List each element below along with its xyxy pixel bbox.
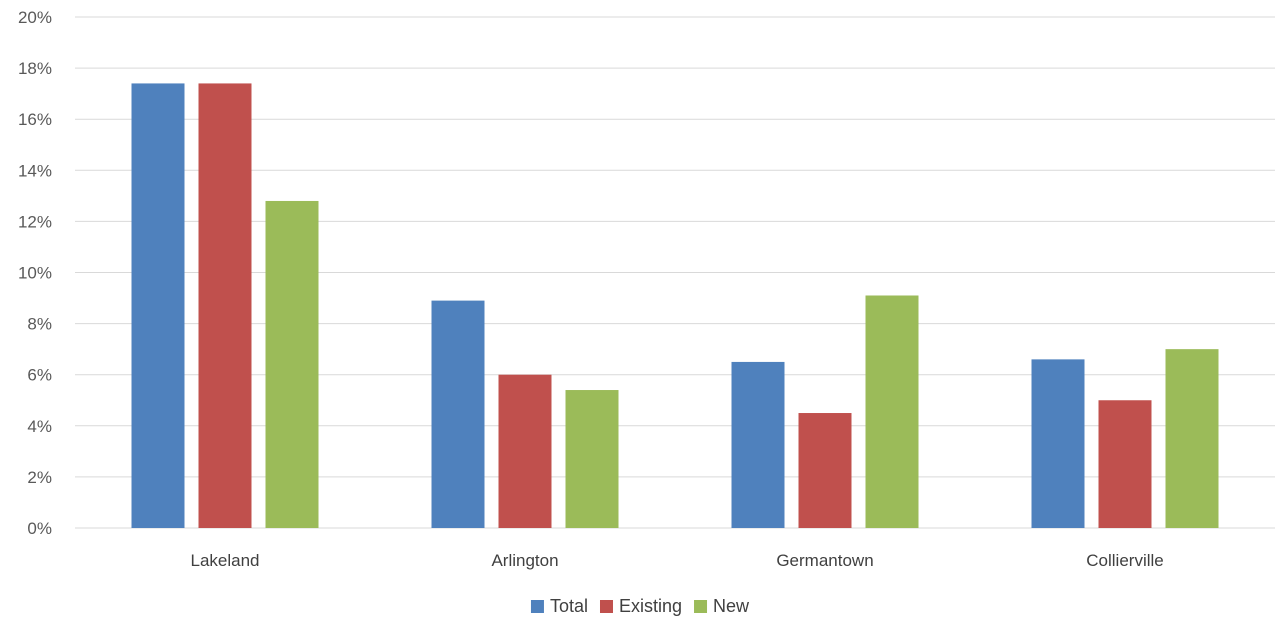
legend-label-existing: Existing	[619, 596, 682, 616]
y-tick-label: 10%	[18, 264, 52, 283]
legend: Total Existing New	[530, 596, 750, 616]
y-tick-label: 16%	[18, 110, 52, 129]
y-tick-label: 18%	[18, 59, 52, 78]
y-axis: 0% 2% 4% 6% 8% 10% 12% 14% 16% 18% 20%	[18, 8, 52, 538]
bar-existing-collierville	[1098, 400, 1152, 528]
x-tick-label: Lakeland	[190, 551, 259, 570]
x-axis: Lakeland Arlington Germantown Collierville	[190, 551, 1163, 570]
bars	[131, 83, 1219, 529]
bar-total-arlington	[431, 300, 485, 528]
bar-new-lakeland	[265, 200, 319, 528]
bar-new-germantown	[865, 295, 919, 528]
legend-label-new: New	[713, 596, 750, 616]
y-tick-label: 14%	[18, 161, 52, 180]
y-tick-label: 0%	[27, 519, 52, 538]
y-tick-label: 2%	[27, 468, 52, 487]
gridlines	[75, 16, 1275, 529]
legend-label-total: Total	[550, 596, 588, 616]
bar-existing-arlington	[498, 374, 552, 528]
bar-total-germantown	[731, 361, 785, 528]
legend-swatch-new	[694, 600, 708, 613]
y-tick-label: 8%	[27, 315, 52, 334]
x-tick-label: Arlington	[491, 551, 558, 570]
legend-swatch-existing	[599, 600, 613, 613]
bar-total-collierville	[1031, 359, 1085, 528]
x-tick-label: Collierville	[1086, 551, 1163, 570]
bar-new-arlington	[565, 390, 619, 528]
y-tick-label: 12%	[18, 212, 52, 231]
bar-existing-germantown	[798, 413, 852, 528]
y-tick-label: 6%	[27, 366, 52, 385]
legend-swatch-total	[530, 600, 544, 613]
x-tick-label: Germantown	[776, 551, 873, 570]
y-tick-label: 4%	[27, 417, 52, 436]
y-tick-label: 20%	[18, 8, 52, 27]
bar-total-lakeland	[131, 83, 185, 529]
bar-new-collierville	[1165, 349, 1219, 528]
bar-existing-lakeland	[198, 83, 252, 529]
